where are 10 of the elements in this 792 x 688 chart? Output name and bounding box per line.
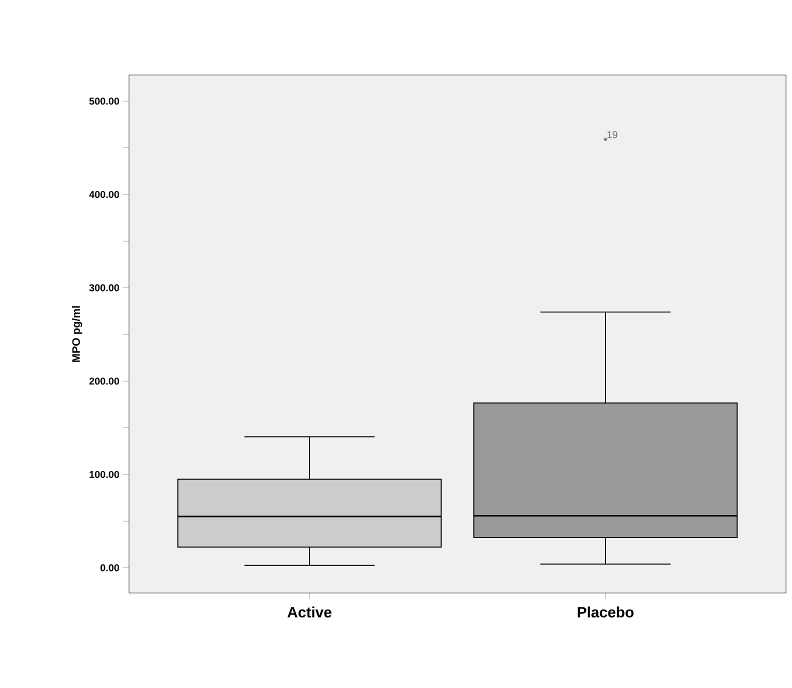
y-tick-label: 400.00 (89, 190, 120, 198)
annotation: 19 (607, 131, 618, 138)
x-tick-label: Active (287, 606, 332, 618)
y-tick-label: 0.00 (100, 564, 120, 572)
y-tick-label: 200.00 (89, 378, 120, 385)
y-tick-label: 300.00 (89, 284, 120, 292)
y-tick-label: 100.00 (90, 470, 120, 478)
x-tick-label: Placebo (578, 606, 634, 618)
y-tick-label: 500.00 (89, 98, 120, 105)
y-axis-title: MPO pg/ml (72, 306, 82, 362)
